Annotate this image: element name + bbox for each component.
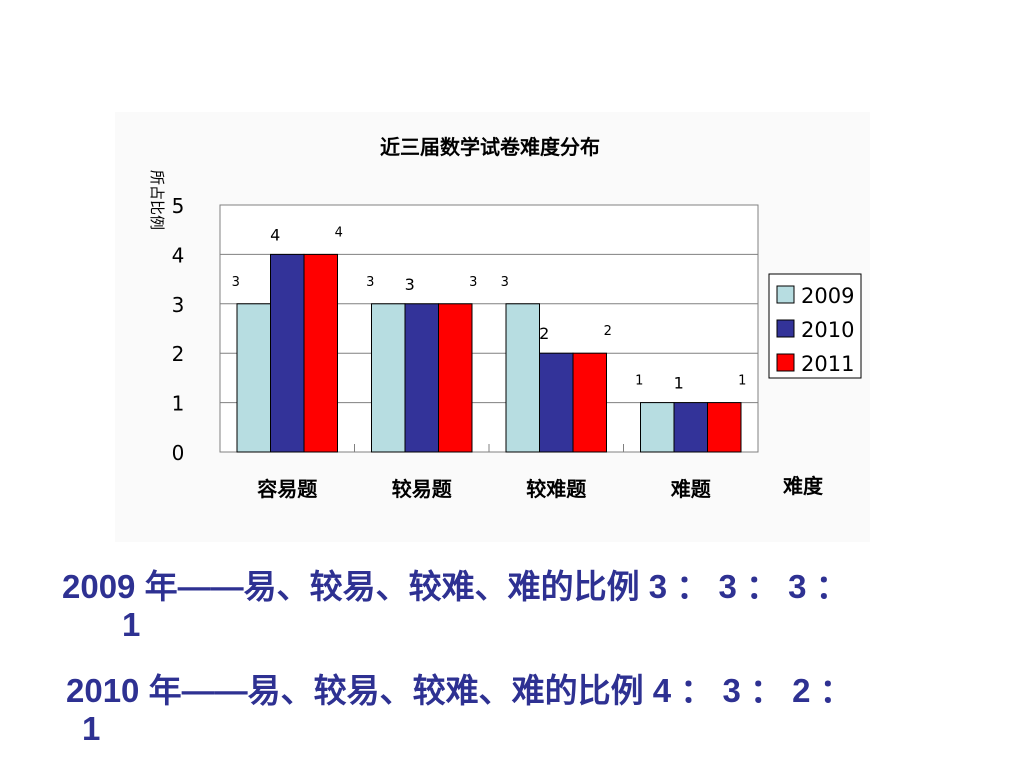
- data-label: 4: [335, 225, 343, 240]
- data-label: 3: [366, 275, 374, 290]
- legend-label: 2009: [801, 284, 854, 308]
- bar-2010: [673, 402, 708, 453]
- data-label: 3: [232, 275, 240, 290]
- data-label: 2: [539, 324, 549, 343]
- data-label: 3: [405, 275, 415, 294]
- y-tick-label: 4: [172, 243, 185, 267]
- bar-2009: [505, 303, 540, 453]
- data-label: 2: [604, 324, 612, 339]
- legend-swatch: [776, 353, 795, 372]
- data-label: 4: [270, 225, 280, 244]
- bar-chart: 近三届数学试卷难度分布 所占比例 难度 0 1 2 3 4 5 3 4 4 容易题 3 3 3 较易题 3 2…: [148, 135, 862, 501]
- data-label: 1: [738, 374, 746, 389]
- caption-text: 年——易、较易、较难、难的比例 3 ： 3 ： 3 ：: [135, 568, 849, 605]
- data-label: 1: [635, 374, 643, 389]
- caption-2010: 2010 年——易、较易、较难、难的比例 4 ： 3 ： 2 ： 1: [66, 672, 996, 748]
- legend-swatch: [776, 319, 795, 338]
- data-label: 3: [469, 275, 477, 290]
- x-tick-label: 难题: [670, 477, 712, 501]
- y-tick-label: 2: [172, 342, 185, 366]
- y-tick-label: 5: [172, 194, 185, 218]
- bar-2010: [404, 303, 439, 453]
- x-tick-label: 较易题: [392, 477, 453, 501]
- y-axis-label: 所占比例: [148, 170, 166, 230]
- data-label: 1: [674, 374, 684, 393]
- bar-2009: [640, 402, 675, 453]
- plot-area: 0 1 2 3 4 5 3 4 4 容易题 3 3 3 较易题 3 2 2 较难题 1 1 1 难题: [172, 194, 759, 501]
- bar-2011: [572, 352, 607, 453]
- caption-year: 2009: [62, 568, 136, 605]
- bar-2010: [270, 253, 305, 453]
- legend-swatch: [776, 285, 795, 304]
- y-tick-label: 3: [172, 293, 185, 317]
- caption-tail: 1: [122, 606, 141, 643]
- x-tick-label: 容易题: [257, 477, 318, 501]
- chart-title: 近三届数学试卷难度分布: [380, 135, 600, 159]
- legend-label: 2010: [801, 318, 854, 342]
- caption-2009: 2009 年——易、较易、较难、难的比例 3 ： 3 ： 3 ： 1: [62, 568, 992, 644]
- bar-2011: [303, 253, 338, 453]
- bar-2009: [236, 303, 271, 453]
- bar-2011: [438, 303, 473, 453]
- bar-2010: [539, 352, 574, 453]
- caption-text: 年——易、较易、较难、难的比例 4 ： 3 ： 2 ：: [139, 672, 853, 709]
- bar-2011: [707, 402, 742, 453]
- legend-label: 2011: [801, 352, 854, 376]
- data-label: 3: [501, 275, 509, 290]
- y-tick-label: 0: [172, 441, 185, 465]
- x-tick-label: 较难题: [526, 477, 587, 501]
- y-tick-label: 1: [172, 392, 185, 416]
- chart-legend: 2009 2010 2011: [768, 273, 862, 379]
- caption-year: 2010: [66, 672, 140, 709]
- bar-2009: [371, 303, 406, 453]
- caption-tail: 1: [82, 710, 101, 747]
- x-axis-label: 难度: [782, 474, 824, 498]
